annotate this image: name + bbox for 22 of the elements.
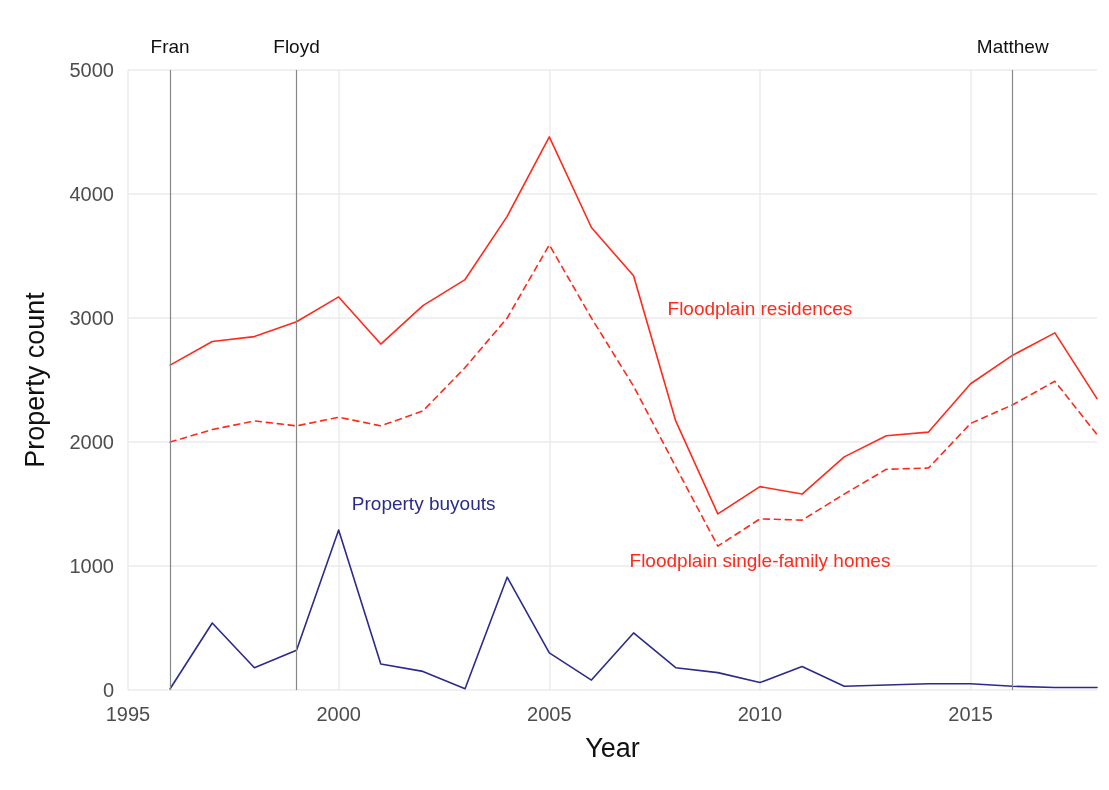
x-tick-label: 1995 [105,703,151,725]
x-tick-label: 2005 [527,703,572,725]
x-tick-label: 2010 [737,703,783,725]
y-axis-title: Property count [19,291,50,468]
y-tick-label: 1000 [69,555,114,577]
ref-line-label: Fran [150,36,190,57]
y-tick-label: 4000 [69,183,114,205]
y-tick-label: 5000 [69,59,114,81]
series-label: Property buyouts [351,492,496,514]
x-axis-title: Year [585,732,640,763]
y-tick-label: 2000 [69,431,114,453]
x-tick-label: 2000 [316,703,361,725]
series-label: Floodplain residences [667,298,853,320]
x-tick-label: 2015 [948,703,993,725]
line-series [169,136,1098,515]
y-tick-label: 3000 [69,307,114,329]
ref-line-label: Floyd [273,36,320,57]
line-series [169,529,1098,690]
y-tick-label: 0 [102,679,114,701]
series-label: Floodplain single-family homes [629,550,891,572]
line-series [169,244,1098,547]
ref-line-label: Matthew [976,36,1049,57]
